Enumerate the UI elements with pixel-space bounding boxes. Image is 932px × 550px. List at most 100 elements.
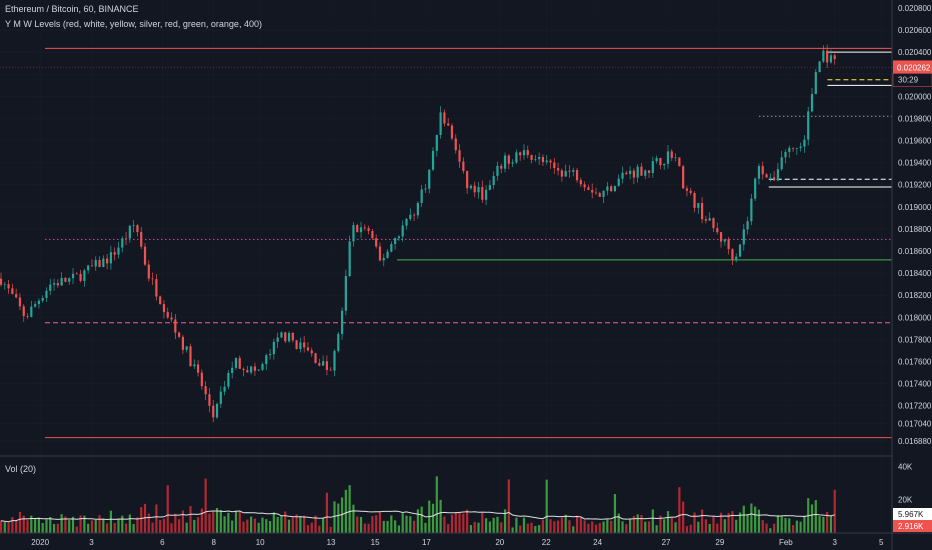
- candle-body[interactable]: [704, 219, 707, 221]
- candle-body[interactable]: [291, 332, 294, 341]
- candle-body[interactable]: [159, 296, 162, 305]
- candle-body[interactable]: [257, 369, 260, 371]
- candle-body[interactable]: [204, 386, 207, 395]
- candle-body[interactable]: [272, 341, 275, 355]
- candle-body[interactable]: [610, 186, 613, 192]
- candle-body[interactable]: [750, 198, 753, 222]
- candle-body[interactable]: [541, 157, 545, 163]
- candle-body[interactable]: [632, 170, 635, 178]
- candle-body[interactable]: [170, 317, 173, 320]
- candle-body[interactable]: [219, 391, 222, 404]
- candle-body[interactable]: [765, 174, 768, 178]
- candle-body[interactable]: [299, 342, 302, 350]
- candle-body[interactable]: [526, 150, 529, 156]
- candle-body[interactable]: [507, 155, 510, 164]
- candle-body[interactable]: [757, 166, 761, 179]
- symbol-title[interactable]: Ethereum / Bitcoin, 60, BINANCE: [5, 4, 139, 14]
- candle-body[interactable]: [443, 112, 446, 124]
- candle-body[interactable]: [716, 228, 719, 233]
- candle-body[interactable]: [727, 239, 730, 250]
- candle-body[interactable]: [52, 283, 56, 285]
- candle-body[interactable]: [394, 238, 397, 245]
- volume-legend[interactable]: Vol (20): [5, 464, 37, 474]
- candle-body[interactable]: [644, 170, 647, 176]
- candle-body[interactable]: [196, 364, 200, 373]
- candle-body[interactable]: [49, 284, 52, 291]
- candle-body[interactable]: [405, 218, 408, 226]
- candle-body[interactable]: [515, 152, 518, 163]
- candle-body[interactable]: [803, 139, 806, 147]
- candle-body[interactable]: [64, 277, 67, 282]
- candle-body[interactable]: [371, 231, 374, 239]
- candle-body[interactable]: [261, 363, 264, 370]
- candle-body[interactable]: [628, 170, 632, 174]
- candle-body[interactable]: [568, 170, 571, 172]
- candle-body[interactable]: [530, 155, 533, 160]
- volume-axis[interactable]: 40K 20K: [898, 462, 913, 504]
- candle-body[interactable]: [79, 273, 82, 281]
- candle-body[interactable]: [511, 162, 514, 164]
- candle-body[interactable]: [488, 185, 491, 190]
- candle-body[interactable]: [640, 166, 643, 176]
- candle-body[interactable]: [826, 50, 829, 63]
- time-axis[interactable]: 2020 3 6 8 10 13 15 17 20 22 24 27 29 Feb 3 5: [31, 538, 884, 547]
- candle-body[interactable]: [784, 151, 787, 158]
- candle-body[interactable]: [545, 160, 548, 163]
- candle-body[interactable]: [90, 265, 94, 267]
- candle-body[interactable]: [466, 170, 469, 189]
- candle-body[interactable]: [534, 159, 537, 160]
- candle-body[interactable]: [337, 333, 340, 351]
- candle-body[interactable]: [742, 229, 745, 245]
- candle-body[interactable]: [367, 228, 370, 232]
- candle-body[interactable]: [37, 300, 40, 305]
- candle-body[interactable]: [265, 355, 268, 364]
- candle-body[interactable]: [735, 256, 738, 260]
- candle-body[interactable]: [185, 346, 188, 350]
- candle-body[interactable]: [412, 214, 416, 216]
- candle-body[interactable]: [685, 188, 689, 191]
- candle-body[interactable]: [575, 170, 579, 181]
- candle-body[interactable]: [102, 258, 105, 267]
- candle-body[interactable]: [30, 306, 33, 317]
- candles[interactable]: [0, 44, 836, 423]
- candle-body[interactable]: [333, 350, 336, 371]
- candle-body[interactable]: [363, 227, 366, 229]
- candle-body[interactable]: [450, 125, 454, 139]
- candle-body[interactable]: [594, 192, 598, 194]
- candle-body[interactable]: [60, 277, 63, 286]
- candle-body[interactable]: [674, 157, 677, 159]
- candle-body[interactable]: [583, 184, 586, 188]
- candle-body[interactable]: [94, 260, 97, 267]
- candle-body[interactable]: [143, 246, 147, 265]
- candle-body[interactable]: [268, 354, 272, 356]
- candle-body[interactable]: [68, 278, 71, 282]
- candle-body[interactable]: [435, 134, 438, 151]
- candle-body[interactable]: [306, 347, 310, 351]
- candle-body[interactable]: [75, 273, 78, 275]
- candle-body[interactable]: [227, 373, 230, 387]
- candle-body[interactable]: [602, 190, 605, 197]
- candle-body[interactable]: [636, 166, 639, 178]
- candle-body[interactable]: [670, 151, 673, 158]
- candle-body[interactable]: [719, 232, 723, 242]
- candle-body[interactable]: [34, 304, 37, 307]
- candle-body[interactable]: [409, 214, 412, 219]
- candle-body[interactable]: [500, 165, 503, 169]
- candle-body[interactable]: [250, 366, 253, 373]
- candle-body[interactable]: [401, 225, 404, 237]
- candle-body[interactable]: [178, 332, 181, 337]
- candle-body[interactable]: [15, 294, 18, 298]
- candle-body[interactable]: [795, 147, 798, 149]
- candle-body[interactable]: [625, 172, 628, 174]
- candle-body[interactable]: [352, 225, 355, 242]
- candle-body[interactable]: [572, 170, 575, 172]
- candle-body[interactable]: [484, 189, 488, 200]
- candle-body[interactable]: [215, 403, 219, 418]
- candle-body[interactable]: [359, 227, 363, 233]
- candle-body[interactable]: [754, 178, 757, 199]
- candle-body[interactable]: [773, 177, 776, 181]
- candle-body[interactable]: [397, 236, 401, 239]
- candle-body[interactable]: [56, 283, 59, 286]
- candle-body[interactable]: [26, 316, 29, 317]
- candle-body[interactable]: [431, 150, 435, 170]
